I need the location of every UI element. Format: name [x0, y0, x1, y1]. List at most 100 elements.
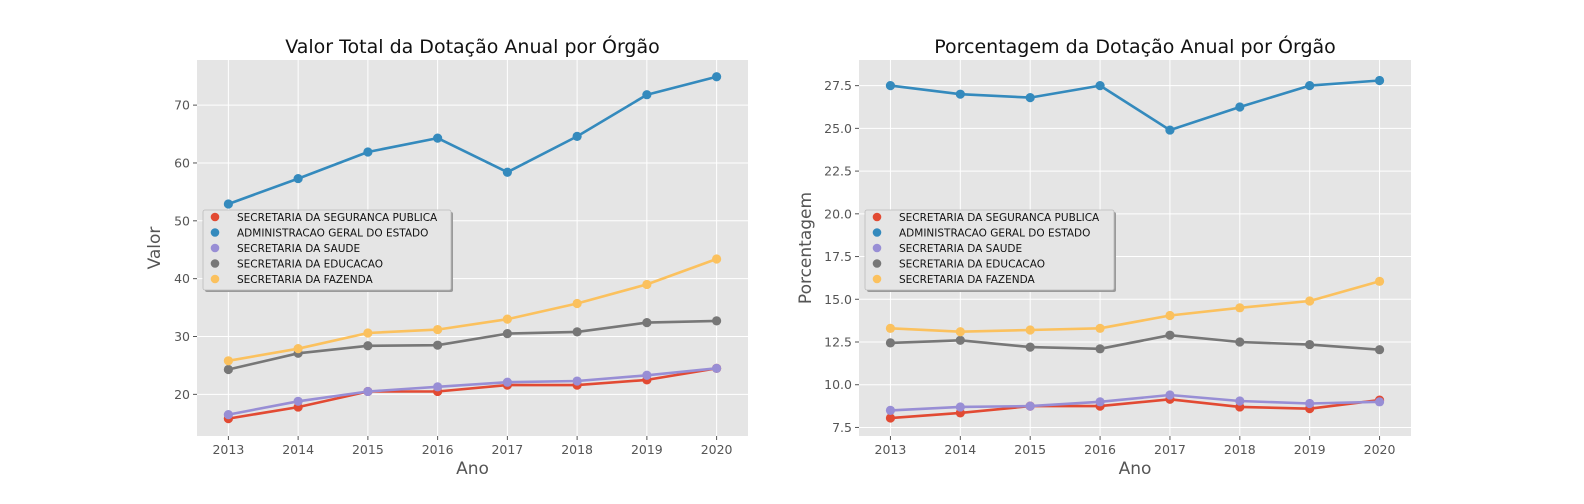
y-tick-label: 10.0 — [824, 377, 852, 392]
legend-marker — [872, 274, 882, 284]
data-point — [502, 314, 512, 324]
legend-marker — [872, 243, 882, 253]
data-point — [1025, 342, 1035, 352]
data-point — [1374, 397, 1385, 407]
data-point — [1305, 339, 1315, 350]
data-point — [712, 254, 722, 264]
x-tick-label: 2014 — [282, 442, 314, 457]
legend-label: SECRETARIA DA FAZENDA — [899, 274, 1036, 286]
legend-box — [864, 209, 1115, 291]
data-point — [1165, 125, 1175, 135]
data-point — [642, 90, 652, 100]
y-tick-label: 60 — [174, 155, 190, 170]
data-point — [433, 133, 443, 143]
legend-marker — [872, 212, 882, 222]
legend-marker — [210, 228, 220, 237]
data-point — [1165, 390, 1175, 400]
x-axis-label: Ano — [456, 459, 489, 479]
series-line — [890, 397, 1380, 420]
y-axis-ticks: 7.5 10.0 12.5 15.0 17.5 20.0 22.5 25.0 27.5 — [824, 78, 859, 435]
x-tick-label: 2013 — [875, 442, 907, 457]
x-tick-label: 2013 — [212, 442, 244, 457]
series-line — [890, 393, 1380, 412]
data-point — [363, 328, 373, 338]
legend-marker — [872, 228, 882, 237]
x-axis-ticks: 2013 2014 2015 2016 2017 2018 2019 2020 — [212, 436, 733, 457]
series-lines — [223, 72, 722, 424]
legend-label: SECRETARIA DA SEGURANCA PUBLICA — [237, 212, 438, 224]
legend-label: ADMINISTRACAO GERAL DO ESTADO — [237, 228, 428, 240]
data-point — [955, 335, 965, 345]
data-point — [642, 370, 652, 380]
y-axis-label: Valor — [145, 227, 165, 270]
data-point — [1095, 344, 1105, 354]
y-tick-label: 70 — [174, 98, 190, 113]
legend-marker — [210, 274, 220, 284]
data-point — [433, 340, 443, 350]
data-point — [293, 344, 303, 354]
y-tick-label: 20 — [174, 387, 190, 402]
data-point — [1025, 401, 1035, 411]
data-point — [1235, 102, 1245, 112]
legend-label: SECRETARIA DA SEGURANCA PUBLICA — [899, 212, 1100, 224]
data-point — [1235, 396, 1245, 406]
legend: SECRETARIA DA SEGURANCA PUBLICA ADMINISTR… — [864, 209, 1116, 292]
data-point — [642, 318, 652, 328]
data-point — [502, 167, 512, 177]
data-point — [223, 356, 233, 366]
data-point — [1235, 303, 1245, 313]
data-point — [223, 364, 233, 375]
x-tick-label: 2016 — [1084, 442, 1116, 457]
series-2 — [885, 390, 1385, 415]
y-tick-label: 7.5 — [832, 420, 852, 435]
x-tick-label: 2017 — [1154, 442, 1186, 457]
x-axis-ticks: 2013 2014 2015 2016 2017 2018 2019 2020 — [875, 436, 1396, 457]
series-4 — [223, 254, 722, 366]
series-lines — [885, 75, 1385, 423]
data-point — [1374, 75, 1385, 86]
data-point — [572, 376, 582, 386]
legend-marker — [210, 243, 220, 253]
data-point — [502, 377, 512, 387]
legend-box — [202, 209, 452, 291]
y-tick-label: 22.5 — [824, 164, 852, 179]
data-point — [1095, 323, 1105, 333]
series-line — [228, 319, 717, 371]
data-point — [1305, 81, 1315, 91]
legend-label: ADMINISTRACAO GERAL DO ESTADO — [899, 228, 1090, 240]
y-tick-label: 12.5 — [824, 335, 852, 350]
y-tick-label: 25.0 — [824, 121, 852, 136]
chart-valor-total: 2013 2014 2015 2016 2017 2018 2019 2020 20 30 40 5… — [145, 34, 748, 479]
data-point — [1025, 325, 1035, 335]
series-line — [890, 280, 1380, 334]
data-point — [885, 405, 896, 415]
chart-title: Porcentagem da Dotação Anual por Órgão — [934, 34, 1336, 58]
x-tick-label: 2020 — [1364, 442, 1396, 457]
series-line — [228, 257, 718, 363]
data-point — [363, 147, 373, 157]
x-tick-label: 2017 — [491, 442, 523, 457]
data-point — [433, 382, 443, 392]
series-line — [228, 367, 717, 416]
x-tick-label: 2018 — [561, 442, 593, 457]
data-point — [572, 298, 582, 309]
y-axis-label: Porcentagem — [796, 192, 816, 304]
series-2 — [223, 363, 722, 420]
data-point — [363, 386, 373, 397]
series-line — [228, 367, 717, 420]
x-tick-label: 2015 — [1014, 442, 1046, 457]
data-point — [712, 316, 722, 326]
series-1 — [885, 75, 1385, 135]
data-point — [885, 338, 896, 348]
series-line — [227, 75, 717, 206]
data-point — [712, 363, 722, 373]
legend-label: SECRETARIA DA EDUCACAO — [899, 259, 1045, 271]
data-point — [1165, 310, 1175, 321]
data-point — [223, 409, 233, 420]
legend-label: SECRETARIA DA SAUDE — [237, 243, 360, 255]
legend-marker — [210, 212, 220, 222]
series-line — [890, 79, 1380, 132]
data-point — [1095, 397, 1105, 407]
y-tick-label: 30 — [174, 329, 190, 344]
